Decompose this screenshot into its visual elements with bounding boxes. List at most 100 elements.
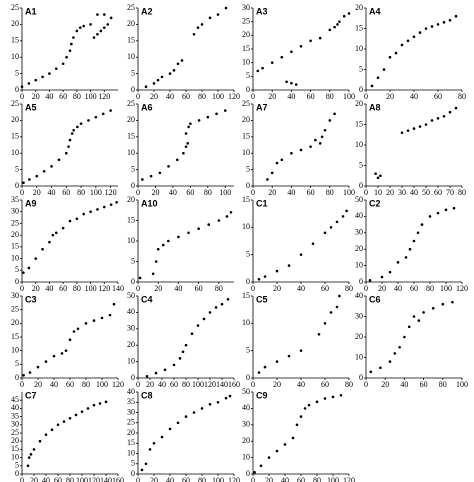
point bbox=[314, 138, 317, 142]
y-tick-label: 10 bbox=[242, 222, 250, 231]
x-tick-label: 0 bbox=[251, 476, 255, 482]
x-tick-label: 80 bbox=[198, 476, 206, 482]
y-tick-label: 30 bbox=[355, 311, 363, 320]
x-tick-label: 20 bbox=[150, 476, 158, 482]
y-tick-label: 25 bbox=[127, 99, 135, 108]
y-tick-label: 50 bbox=[355, 195, 363, 204]
x-tick-label: 60 bbox=[297, 476, 305, 482]
y-tick-label: 5 bbox=[15, 359, 19, 368]
point bbox=[299, 349, 303, 352]
y-tick-label: 10 bbox=[242, 318, 250, 327]
y-tick-label: 15 bbox=[127, 36, 135, 45]
point bbox=[309, 39, 312, 43]
x-tick-label: 40 bbox=[297, 284, 305, 293]
y-tick-label: 10 bbox=[355, 140, 363, 149]
y-tick-label: 0 bbox=[246, 373, 250, 382]
x-tick-label: 40 bbox=[297, 380, 305, 389]
x-tick-label: 0 bbox=[136, 380, 140, 389]
panel-label: C9 bbox=[256, 390, 268, 400]
y-tick-label: 20 bbox=[11, 19, 19, 28]
y-tick-label: 10 bbox=[127, 356, 135, 365]
point bbox=[430, 119, 434, 122]
point bbox=[163, 368, 167, 372]
point bbox=[311, 242, 315, 246]
point bbox=[407, 325, 411, 329]
panel-label: A8 bbox=[369, 102, 381, 112]
y-tick-label: 15 bbox=[242, 132, 250, 141]
point bbox=[144, 462, 148, 466]
point bbox=[290, 50, 293, 54]
y-tick-label: 15 bbox=[11, 242, 19, 251]
point bbox=[61, 62, 65, 66]
point bbox=[226, 297, 230, 301]
point bbox=[368, 279, 372, 282]
y-tick-label: 0 bbox=[15, 181, 19, 190]
point bbox=[79, 122, 83, 125]
point bbox=[102, 205, 106, 209]
point bbox=[338, 20, 341, 23]
point bbox=[56, 423, 60, 427]
point bbox=[317, 332, 321, 336]
x-tick-label: 20 bbox=[268, 92, 276, 101]
point bbox=[51, 233, 55, 237]
panel-label: C2 bbox=[369, 198, 381, 208]
point bbox=[96, 208, 99, 211]
point bbox=[32, 448, 36, 451]
x-tick-label: 50 bbox=[422, 188, 430, 197]
x-tick-label: 0 bbox=[136, 92, 140, 101]
point bbox=[65, 55, 68, 59]
y-tick-label: 20 bbox=[355, 3, 363, 12]
point bbox=[323, 322, 327, 325]
point bbox=[224, 396, 228, 400]
y-tick-label: 15 bbox=[355, 119, 363, 128]
x-tick-label: 60 bbox=[410, 284, 418, 293]
x-tick-label: 140 bbox=[100, 476, 112, 482]
y-tick-label: 20 bbox=[11, 318, 19, 327]
y-tick-label: 5 bbox=[246, 164, 250, 173]
y-tick-label: 10 bbox=[11, 253, 19, 262]
y-tick-label: 30 bbox=[355, 228, 363, 237]
point bbox=[208, 403, 212, 406]
x-tick-label: 20 bbox=[265, 476, 273, 482]
x-tick-label: 80 bbox=[215, 284, 223, 293]
point bbox=[428, 215, 432, 218]
point bbox=[197, 227, 200, 230]
x-tick-label: 20 bbox=[150, 92, 158, 101]
point bbox=[223, 109, 227, 112]
point bbox=[339, 393, 343, 397]
point bbox=[270, 171, 274, 175]
point bbox=[68, 138, 72, 142]
point bbox=[57, 158, 61, 162]
x-tick-label: 40 bbox=[287, 92, 295, 101]
point bbox=[323, 397, 327, 400]
point bbox=[388, 270, 392, 274]
point bbox=[54, 231, 58, 235]
x-tick-label: 40 bbox=[158, 380, 166, 389]
y-tick-label: 20 bbox=[127, 19, 135, 28]
point bbox=[303, 407, 307, 410]
x-tick-label: 100 bbox=[343, 92, 355, 101]
y-tick-label: 40 bbox=[127, 387, 135, 396]
point bbox=[338, 294, 341, 298]
point bbox=[214, 306, 218, 309]
x-tick-label: 20 bbox=[32, 284, 40, 293]
point bbox=[400, 43, 404, 47]
x-tick-label: 0 bbox=[251, 188, 255, 197]
panel-label: A3 bbox=[256, 6, 268, 16]
y-tick-label: 20 bbox=[11, 230, 19, 239]
x-tick-label: 0 bbox=[20, 92, 24, 101]
x-tick-label: 80 bbox=[73, 92, 81, 101]
point bbox=[28, 371, 32, 374]
panel-label: A1 bbox=[25, 6, 37, 16]
x-tick-label: 80 bbox=[326, 188, 334, 197]
point bbox=[406, 39, 410, 43]
point bbox=[184, 415, 188, 418]
x-tick-label: 120 bbox=[343, 476, 355, 482]
point bbox=[168, 427, 172, 431]
point bbox=[70, 42, 73, 46]
point bbox=[177, 235, 180, 239]
x-tick-label: 80 bbox=[182, 380, 190, 389]
panel-label: A4 bbox=[369, 6, 381, 16]
y-tick-label: 40 bbox=[242, 403, 250, 412]
